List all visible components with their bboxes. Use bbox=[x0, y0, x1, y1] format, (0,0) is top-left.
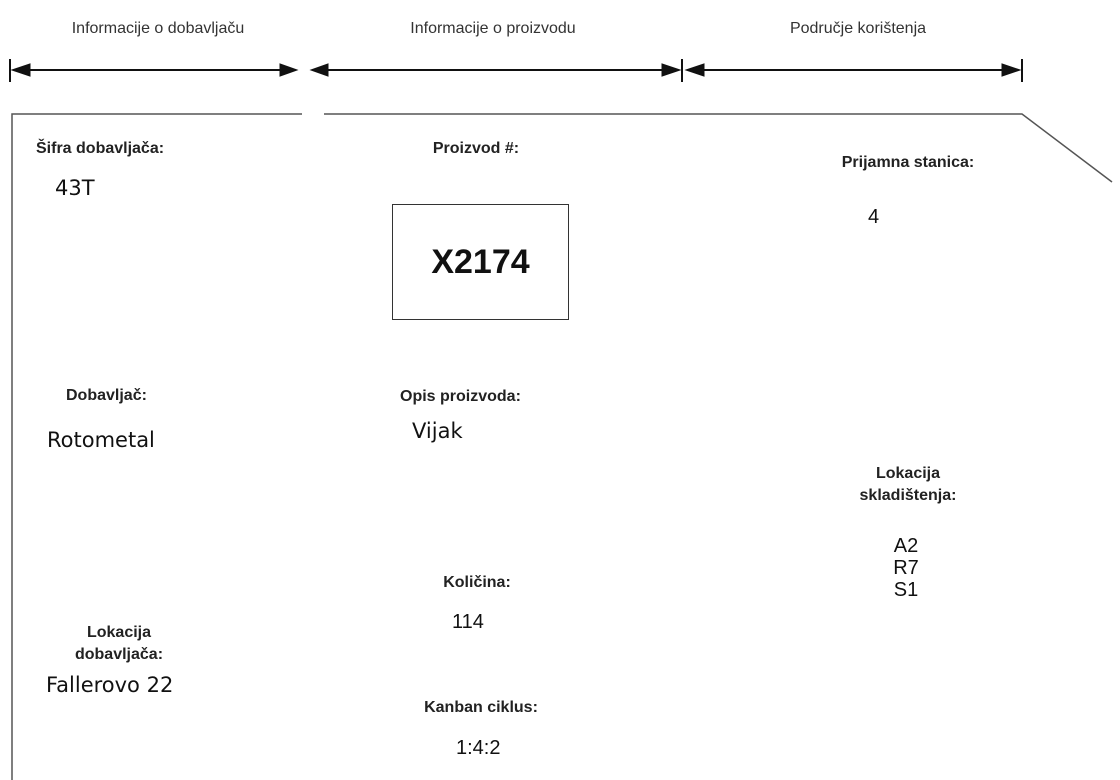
product-description-label: Opis proizvoda: bbox=[400, 388, 521, 405]
supplier-code-label: Šifra dobavljača: bbox=[36, 140, 165, 157]
storage-location-label-line1: Lokacija bbox=[875, 465, 941, 482]
kanban-cycle-value: 1:4:2 bbox=[456, 737, 501, 759]
supplier-location-value: Fallerovo 22 bbox=[46, 673, 174, 697]
supplier-name-label: Dobavljač: bbox=[66, 387, 147, 404]
supplier-location-label-line1: Lokacija bbox=[86, 624, 152, 641]
product-number-box: X2174 bbox=[392, 204, 569, 320]
supplier-name-value: Rotometal bbox=[47, 428, 155, 452]
kanban-cycle-label: Kanban ciklus: bbox=[424, 699, 538, 716]
receiving-station-value: 4 bbox=[868, 206, 880, 228]
product-number-label: Proizvod #: bbox=[432, 140, 520, 157]
supplier-location-label: Lokacija dobavljača: bbox=[75, 622, 163, 666]
header-usage-area: Područje korištenja bbox=[789, 20, 927, 37]
header-supplier-info: Informacije o dobavljaču bbox=[71, 20, 245, 37]
storage-location-value-line2: R7 bbox=[893, 557, 919, 579]
quantity-label: Količina: bbox=[443, 574, 511, 591]
supplier-code-value: 43T bbox=[55, 176, 95, 200]
product-number-value: X2174 bbox=[431, 242, 530, 281]
storage-location-value-line3: S1 bbox=[893, 579, 919, 601]
supplier-span-arrow bbox=[9, 59, 299, 82]
storage-location-label-line2: skladištenja: bbox=[859, 487, 957, 504]
header-product-info: Informacije o proizvodu bbox=[410, 20, 576, 37]
storage-location-label: Lokacija skladištenja: bbox=[860, 463, 957, 507]
quantity-value: 114 bbox=[452, 611, 484, 633]
kanban-card-outline bbox=[11, 113, 1113, 780]
product-span-arrow bbox=[309, 59, 683, 82]
product-description-value: Vijak bbox=[412, 419, 463, 443]
storage-location-value-line1: A2 bbox=[893, 535, 919, 557]
usage-span-arrow bbox=[684, 59, 1023, 82]
supplier-location-label-line2: dobavljača: bbox=[74, 646, 164, 663]
storage-location-value: A2 R7 S1 bbox=[893, 535, 919, 601]
receiving-station-label: Prijamna stanica: bbox=[841, 154, 975, 171]
